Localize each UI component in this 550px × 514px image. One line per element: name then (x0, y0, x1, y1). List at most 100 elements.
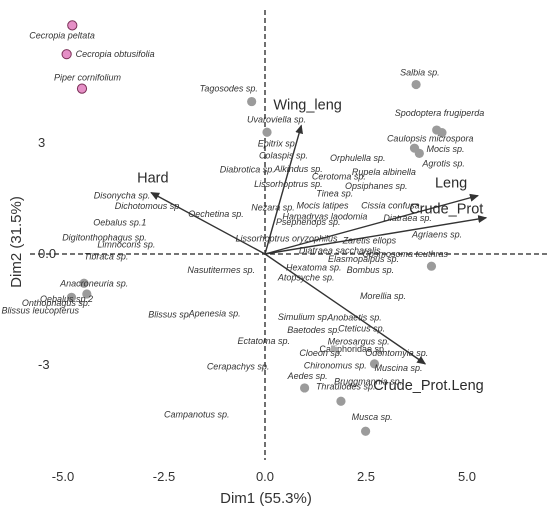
data-point (411, 79, 421, 90)
point-label: Cecropia obtusifolia (76, 49, 155, 59)
vector-arrow (264, 215, 488, 255)
point-label: Cecropia peltata (29, 30, 95, 40)
data-point (247, 96, 257, 107)
point-label: Chironomus sp. (304, 361, 367, 371)
point-labels: Cecropia peltata Cecropia obtusifolia Pipe… (1, 30, 484, 422)
point-label: Uvaroviella sp. (247, 114, 306, 124)
data-point (82, 289, 92, 299)
vector-label: Wing_leng (273, 97, 342, 113)
point-label: Agrotis sp. (421, 158, 465, 168)
point-label: Opsiphanes sp. (345, 181, 408, 191)
highlight-point (76, 83, 88, 94)
x-tick-label: -2.5 (153, 469, 175, 484)
point-label: Nezara sp. (251, 202, 295, 212)
point-label: Cteticus sp. (338, 324, 385, 334)
x-tick-label: -5.0 (52, 469, 74, 484)
point-label: Cosmosoma teuthras (362, 249, 448, 259)
point-label: Musca sp. (352, 412, 393, 422)
point-label: Epitrix sp. (258, 138, 298, 148)
point-label: Zaretis ellops (342, 236, 397, 246)
point-label: Baetodes sp. (287, 325, 340, 335)
point-label: Hexatoma sp. (286, 263, 342, 273)
data-point (437, 128, 447, 138)
point-label: Nasutitermes sp. (187, 265, 255, 275)
data-point (66, 292, 77, 302)
point-label: Ectatoma sp. (238, 336, 291, 346)
point-label: Bombus sp. (347, 265, 395, 275)
point-label: Blissus leucopterus (1, 305, 79, 315)
point-label: Caulopsis microspora (387, 134, 474, 144)
data-point (360, 426, 371, 436)
point-label: Piper cornifolium (54, 73, 122, 83)
x-axis-title: Dim1 (55.3%) (220, 490, 312, 507)
point-label: Digitonthophagus sp. (62, 232, 147, 242)
point-label: Alkindus sp. (273, 164, 323, 174)
data-point (336, 396, 346, 406)
vector-arrow (264, 124, 303, 255)
point-label: Limnocoris sp. (97, 239, 155, 249)
axes: Dim1 (55.3%) Dim2 (31.5%) -5.0 -2.5 0.0 2.5… (8, 135, 476, 507)
vector-label: Crude_Prot (409, 202, 483, 218)
point-label: Colaspis sp. (259, 151, 308, 161)
point-label: Oechetina sp. (188, 209, 244, 219)
data-point (369, 359, 380, 369)
point-label: Salbia sp. (400, 68, 440, 78)
point-label: Orphulella sp. (330, 153, 386, 163)
point-label: Atopsyche sp. (277, 273, 335, 283)
point-label: Anobaetis sp. (326, 313, 382, 323)
point-label: Merosargus sp. (328, 336, 390, 346)
point-label: Elasmopalpus sp. (328, 254, 399, 264)
x-tick-label: 5.0 (458, 469, 476, 484)
data-point (414, 148, 424, 158)
point-label: Cerotoma sp. (312, 171, 366, 181)
point-label: Aedes sp. (287, 371, 328, 381)
point-label: Oebalus sp.2 (40, 294, 93, 304)
point-label: Lissorhoptrus oryzophilus (236, 233, 339, 243)
point-label: Thraulodes sp. (316, 381, 376, 391)
y-tick-label: 3 (38, 135, 45, 150)
point-label: Hamadryas laodomia (282, 212, 367, 222)
point-label: Diatraea saccharalis (299, 246, 381, 256)
point-label: Disonycha sp. (94, 191, 151, 201)
point-label: Anacroneuria sp. (59, 279, 128, 289)
vector-label: Hard (137, 171, 168, 187)
point-label: Calliphoridae sp. (319, 344, 386, 354)
point-label: Mocis sp. (426, 144, 464, 154)
point-label: Odontomyia sp. (365, 348, 428, 358)
data-point (79, 278, 89, 288)
point-label: Oebalus sp.1 (93, 218, 146, 228)
x-tick-label: 0.0 (256, 469, 274, 484)
point-label: Blissus sp. (148, 309, 191, 319)
vector-arrow (264, 253, 427, 365)
variable-vectors: Wing_leng Hard Leng Crude_Prot Crude_Prot.Le… (137, 97, 488, 394)
data-point (262, 127, 272, 137)
point-label: Dichotomous sp. (115, 201, 182, 211)
point-label: Apenesia sp. (188, 309, 241, 319)
x-tick-label: 2.5 (357, 469, 375, 484)
y-axis-title: Dim2 (31.5%) (8, 196, 25, 288)
point-label: Psephenops sp. (276, 217, 341, 227)
point-label: Campanotus sp. (164, 410, 230, 420)
point-label: Agriaens sp. (411, 230, 462, 240)
point-label: Simulium sp. (278, 312, 330, 322)
vector-arrow (264, 193, 479, 255)
individual-points (61, 20, 447, 436)
vector-arrow (150, 192, 266, 255)
point-label: Cerapachys sp. (207, 361, 270, 371)
point-label: Cissia confusa (361, 200, 420, 210)
point-label: Tibraca sp. (84, 252, 128, 262)
vector-label: Leng (435, 176, 467, 192)
y-tick-label: -3 (38, 357, 50, 372)
point-label: Lissorhoptrus sp. (254, 179, 323, 189)
point-label: Muscina sp. (374, 363, 422, 373)
point-label: Rupela albinella (352, 167, 416, 177)
point-label: Cloeon sp. (299, 348, 342, 358)
point-label: Tagosodes sp. (200, 84, 258, 94)
point-label: Diabrotica sp. (220, 165, 275, 175)
data-point (299, 383, 310, 393)
point-label: Mocis latipes (297, 200, 350, 210)
point-label: Diatraea sp. (383, 213, 432, 223)
point-label: Onthophagus sp. (22, 298, 91, 308)
point-label: Spodoptera frugiperda (395, 108, 485, 118)
